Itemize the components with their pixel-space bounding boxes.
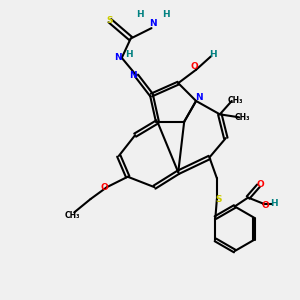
Text: N: N xyxy=(129,71,136,80)
Text: N: N xyxy=(149,19,157,28)
Text: H: H xyxy=(209,50,217,59)
Text: H: H xyxy=(125,50,133,59)
Text: N: N xyxy=(114,53,122,62)
Text: S: S xyxy=(215,194,222,203)
Text: CH₃: CH₃ xyxy=(228,97,243,106)
Text: O: O xyxy=(261,201,269,210)
Text: O: O xyxy=(191,62,199,71)
Text: H: H xyxy=(270,199,278,208)
Text: H: H xyxy=(136,10,143,19)
Text: CH₃: CH₃ xyxy=(65,212,80,220)
Text: S: S xyxy=(106,16,113,25)
Text: N: N xyxy=(195,94,203,103)
Text: O: O xyxy=(257,180,265,189)
Text: O: O xyxy=(100,183,108,192)
Text: CH₃: CH₃ xyxy=(235,113,250,122)
Text: H: H xyxy=(163,10,170,19)
